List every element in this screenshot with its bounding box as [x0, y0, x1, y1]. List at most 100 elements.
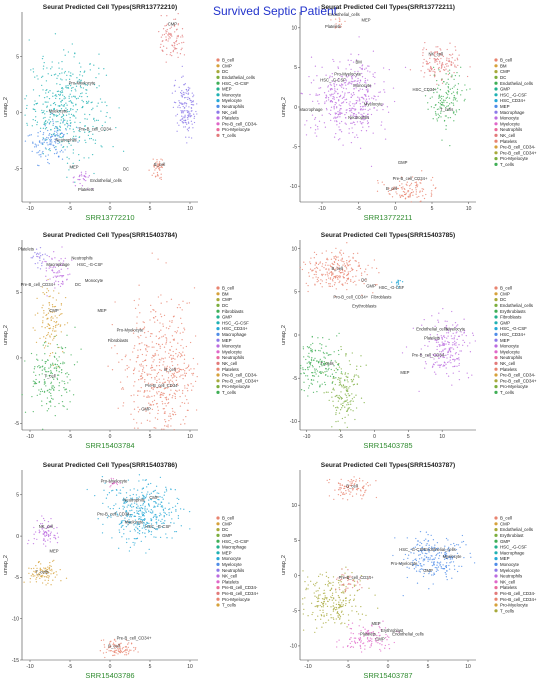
- data-point: [415, 189, 417, 191]
- data-point: [330, 258, 333, 260]
- data-point: [50, 381, 53, 383]
- data-point: [410, 548, 412, 550]
- data-point: [444, 571, 446, 574]
- data-point: [327, 259, 329, 261]
- data-point: [346, 410, 348, 413]
- data-point: [355, 394, 357, 396]
- data-point: [312, 342, 314, 345]
- data-point: [345, 566, 347, 568]
- data-point: [350, 400, 352, 402]
- data-point: [47, 535, 50, 537]
- legend-label: T_cells: [222, 390, 237, 395]
- cluster-label: Fibroblasts: [108, 338, 128, 343]
- data-point: [316, 606, 319, 608]
- data-point: [354, 84, 356, 86]
- data-point: [416, 540, 419, 542]
- data-point: [463, 100, 465, 102]
- data-point: [43, 61, 45, 64]
- data-point: [359, 66, 361, 69]
- data-point: [143, 525, 145, 527]
- data-point: [163, 428, 165, 430]
- data-point: [41, 112, 43, 114]
- data-point: [440, 565, 442, 568]
- data-point: [384, 128, 386, 130]
- data-point: [108, 650, 110, 652]
- data-point: [316, 596, 318, 598]
- data-point: [146, 350, 148, 353]
- data-point: [161, 518, 163, 521]
- data-point: [410, 182, 413, 185]
- data-point: [449, 557, 452, 559]
- data-point: [370, 624, 373, 626]
- cluster-label: Monocyte: [353, 83, 372, 88]
- data-point: [352, 479, 355, 482]
- data-point: [145, 349, 147, 351]
- data-point: [150, 531, 153, 533]
- data-point: [396, 193, 398, 195]
- data-point: [301, 268, 304, 271]
- data-point: [173, 367, 176, 370]
- data-point: [458, 344, 460, 346]
- legend-label: B_cell: [500, 58, 512, 63]
- data-point: [139, 312, 141, 314]
- data-point: [190, 103, 193, 106]
- data-point: [134, 522, 136, 525]
- data-point: [329, 589, 331, 592]
- cluster-label: Myelocyte: [446, 327, 466, 332]
- data-point: [434, 71, 436, 73]
- data-point: [409, 69, 412, 71]
- data-point: [78, 159, 81, 162]
- data-point: [446, 357, 448, 359]
- data-point: [28, 39, 30, 41]
- data-point: [144, 479, 146, 481]
- data-point: [66, 74, 68, 77]
- data-point: [127, 504, 129, 506]
- data-point: [189, 341, 192, 344]
- data-point: [50, 517, 52, 520]
- legend-label: Myelocyte: [222, 562, 242, 567]
- legend-label: DC: [222, 69, 228, 74]
- data-point: [35, 146, 37, 148]
- data-point: [42, 142, 44, 144]
- legend-label: MEP: [500, 104, 510, 109]
- data-point: [447, 70, 449, 72]
- data-point: [116, 513, 119, 515]
- data-point: [79, 175, 81, 177]
- data-point: [333, 92, 336, 94]
- data-point: [50, 364, 52, 367]
- data-point: [149, 412, 151, 414]
- data-point: [436, 79, 438, 82]
- data-point: [55, 538, 57, 540]
- y-tick-label: -5: [15, 421, 20, 427]
- data-point: [347, 265, 349, 267]
- data-point: [170, 385, 172, 387]
- data-point: [40, 76, 43, 78]
- data-point: [35, 374, 37, 377]
- data-point: [373, 107, 375, 109]
- data-point: [175, 39, 178, 42]
- data-point: [356, 82, 359, 85]
- data-point: [332, 576, 335, 578]
- data-point: [334, 113, 337, 115]
- data-point: [164, 520, 166, 522]
- data-point: [151, 395, 153, 398]
- data-point: [378, 272, 380, 274]
- data-point: [313, 257, 315, 259]
- data-point: [140, 334, 142, 337]
- data-point: [471, 374, 473, 376]
- data-point: [169, 27, 171, 30]
- legend-label: Macrophage: [500, 110, 525, 115]
- data-point: [50, 143, 52, 146]
- data-point: [311, 371, 313, 374]
- data-point: [45, 385, 47, 387]
- data-point: [92, 133, 94, 135]
- data-point: [117, 407, 119, 409]
- data-point: [446, 57, 448, 59]
- data-point: [424, 41, 426, 44]
- data-point: [344, 373, 346, 375]
- data-point: [372, 73, 374, 75]
- data-point: [310, 127, 312, 129]
- cluster-label: Endothelial_cells: [328, 12, 359, 17]
- data-point: [349, 270, 351, 273]
- data-point: [343, 263, 346, 265]
